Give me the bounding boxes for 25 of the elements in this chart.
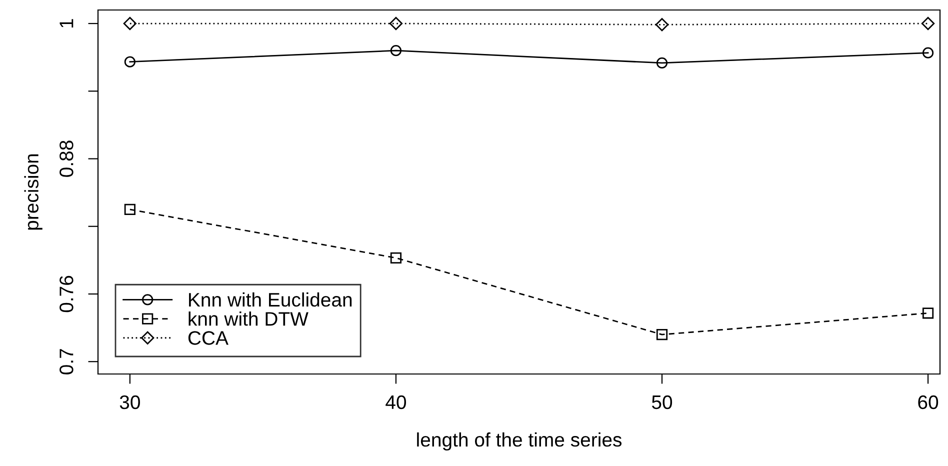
- point: [390, 252, 402, 264]
- point: [390, 45, 402, 56]
- y-tick-label: 0.76: [60, 276, 74, 312]
- legend-label: CCA: [188, 331, 228, 345]
- point: [656, 329, 668, 340]
- legend-label: Knn with Euclidean: [189, 292, 352, 307]
- point: [656, 57, 668, 69]
- x-tick-label: 60: [918, 395, 938, 410]
- point: [922, 47, 934, 58]
- x-tick-label: 30: [120, 395, 140, 410]
- point: [124, 56, 136, 68]
- point: [123, 16, 137, 30]
- y-axis-title: precision: [24, 154, 42, 230]
- legend-label: knn with DTW: [188, 312, 308, 326]
- x-tick-label: 50: [652, 395, 672, 410]
- y-tick-label: 0.7: [60, 349, 74, 374]
- x-tick-label: 40: [386, 395, 406, 410]
- x-axis-title: length of the time series: [417, 432, 622, 451]
- point: [921, 16, 935, 30]
- point: [922, 308, 934, 319]
- point: [389, 16, 403, 30]
- point: [655, 18, 669, 32]
- point: [124, 204, 136, 216]
- y-tick-label: 0.88: [60, 140, 74, 177]
- y-tick-label: 1: [60, 19, 74, 28]
